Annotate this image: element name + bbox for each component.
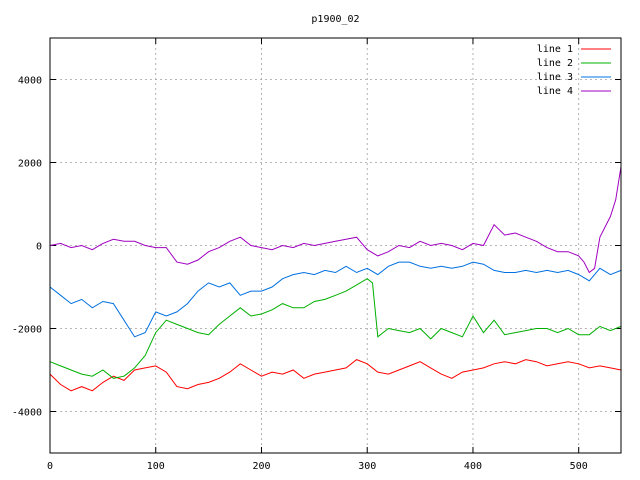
x-tick-label: 400 — [464, 461, 482, 472]
y-tick-label: 4000 — [18, 76, 42, 87]
x-axis-ticks: 0 100 200 300 400 500 — [47, 38, 588, 472]
plot-frame — [49, 37, 622, 454]
grid — [50, 38, 621, 453]
legend-label: line 4 — [537, 86, 573, 97]
legend: line 1 line 2 line 3 line 4 — [537, 44, 611, 97]
y-axis-ticks: -4000 -2000 0 2000 4000 — [12, 76, 621, 419]
series-line-1 — [49, 359, 622, 392]
x-tick-label: 300 — [358, 461, 376, 472]
x-tick-label: 500 — [570, 461, 588, 472]
x-tick-label: 0 — [47, 461, 53, 472]
x-tick-label: 200 — [252, 461, 270, 472]
legend-label: line 3 — [537, 72, 573, 83]
y-tick-label: -2000 — [12, 325, 42, 336]
series-line-3 — [49, 261, 622, 338]
y-tick-label: -4000 — [12, 408, 42, 419]
legend-label: line 1 — [537, 44, 573, 55]
x-tick-label: 100 — [147, 461, 165, 472]
series-line-2 — [49, 278, 622, 379]
y-tick-label: 2000 — [18, 159, 42, 170]
legend-label: line 2 — [537, 58, 573, 69]
y-tick-label: 0 — [36, 242, 42, 253]
series-lines — [49, 166, 622, 392]
series-line-4 — [49, 166, 622, 274]
chart-title: p1900_02 — [311, 14, 359, 25]
